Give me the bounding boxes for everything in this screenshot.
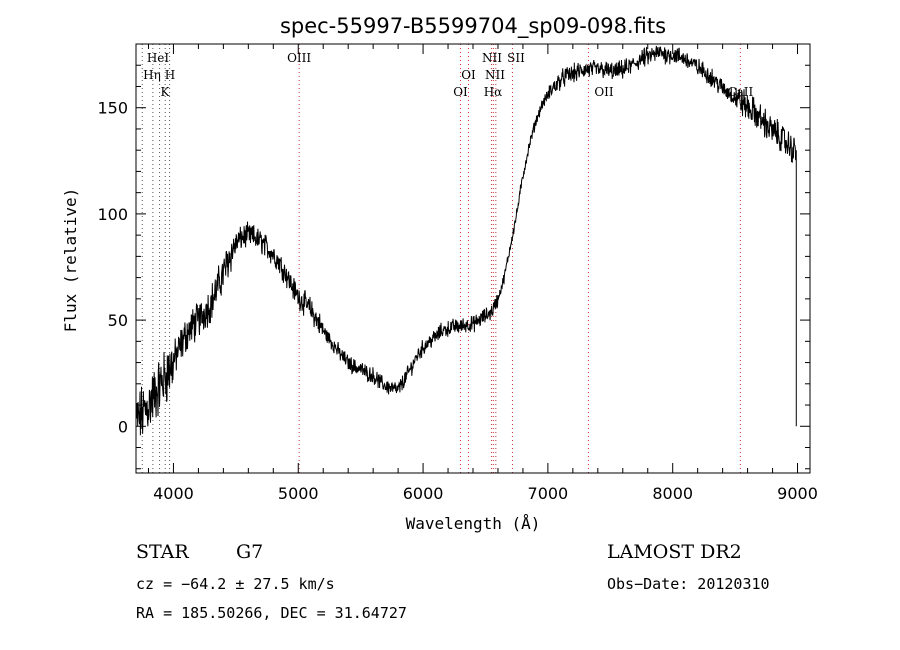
x-tick-label: 9000 [777, 484, 818, 503]
y-tick-label: 100 [97, 205, 128, 224]
axes: 4000 5000 6000 7000 8000 9000 0 50 100 150 [97, 44, 818, 503]
x-tick-label: 8000 [652, 484, 693, 503]
spectrum-line [136, 45, 797, 436]
line-label: OIII [287, 51, 311, 65]
y-axis-label: Flux (relative) [61, 188, 80, 333]
line-label: K [161, 85, 171, 99]
line-label: SII [507, 51, 525, 65]
y-tick-label: 0 [118, 417, 128, 436]
y-tick-label: 150 [97, 99, 128, 118]
spectrum-series [136, 45, 797, 436]
x-tick-label: 6000 [403, 484, 444, 503]
object-class: STAR [136, 541, 189, 563]
line-label: NII [485, 68, 505, 82]
line-label: OI [453, 85, 468, 99]
obs-date-text: Obs−Date: 20120310 [607, 575, 770, 593]
x-tick-label: 4000 [153, 484, 194, 503]
x-tick-label: 7000 [528, 484, 569, 503]
line-label: HeI [147, 51, 170, 65]
y-tick-label: 50 [108, 311, 128, 330]
line-label: Hα [484, 85, 503, 99]
plot-frame [135, 43, 811, 474]
line-label: NII [482, 51, 502, 65]
line-label: Hη [143, 68, 161, 82]
coordinates-text: RA = 185.50266, DEC = 31.64727 [136, 604, 407, 622]
line-label: OI [461, 68, 476, 82]
line-label: H [165, 68, 175, 82]
x-axis-label: Wavelength (Å) [406, 514, 541, 533]
survey-name: LAMOST DR2 [607, 541, 742, 563]
chart-title: spec-55997-B5599704_sp09-098.fits [280, 14, 666, 39]
object-subclass: G7 [236, 541, 264, 563]
redshift-text: cz = −64.2 ± 27.5 km/s [136, 575, 335, 593]
line-label: OII [594, 85, 614, 99]
x-tick-label: 5000 [278, 484, 319, 503]
